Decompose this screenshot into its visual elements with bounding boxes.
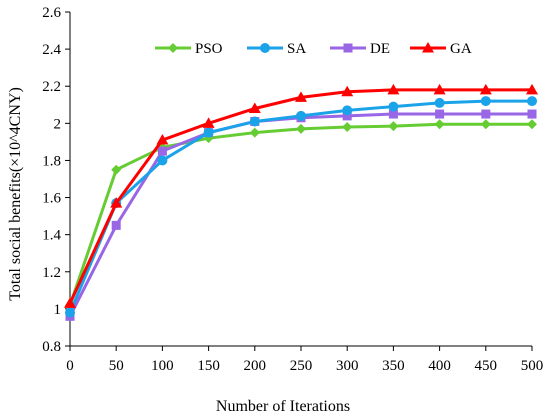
y-tick-label: 1 <box>54 302 62 318</box>
x-tick-label: 250 <box>290 358 313 374</box>
series-pso <box>65 119 537 311</box>
x-tick-label: 350 <box>382 358 405 374</box>
data-point-ga <box>479 83 492 95</box>
data-point-de <box>388 109 398 119</box>
data-point-pso <box>249 127 260 138</box>
y-axis-title: Total social benefits(×10^4CNY) <box>7 87 24 301</box>
legend: PSO SA DE GA <box>155 41 472 57</box>
data-point-ga <box>295 91 307 102</box>
x-tick-label: 300 <box>336 358 359 374</box>
data-point-pso <box>111 164 122 175</box>
data-point-sa <box>296 110 306 121</box>
legend-item-pso: PSO <box>155 41 223 57</box>
data-point-ga <box>526 83 538 95</box>
data-point-de <box>435 109 445 119</box>
legend-item-de: DE <box>330 41 390 57</box>
data-point-ga <box>156 134 169 145</box>
y-tick-label: 2.4 <box>42 42 61 58</box>
data-point-sa <box>249 116 260 127</box>
data-point-de <box>342 111 352 121</box>
data-point-sa <box>480 96 491 107</box>
series-ga <box>64 83 538 308</box>
legend-marker-de <box>343 43 353 53</box>
data-point-pso <box>296 123 306 134</box>
data-point-pso <box>527 119 537 130</box>
x-tick-label: 200 <box>244 358 267 374</box>
legend-label-ga: GA <box>450 41 472 57</box>
data-point-pso <box>388 121 399 132</box>
x-tick-label: 500 <box>521 358 544 374</box>
data-point-ga <box>341 85 354 97</box>
legend-label-sa: SA <box>287 41 306 57</box>
data-point-pso <box>434 119 445 130</box>
y-tick-label: 0.8 <box>42 339 61 355</box>
x-tick-label: 150 <box>197 358 220 374</box>
data-point-sa <box>65 307 75 318</box>
legend-item-ga: GA <box>410 41 472 57</box>
data-point-ga <box>110 197 123 208</box>
legend-label-de: DE <box>370 41 390 57</box>
data-point-sa <box>157 155 168 166</box>
legend-marker-ga <box>422 42 434 53</box>
data-point-de <box>111 220 121 230</box>
y-tick-label: 1.4 <box>42 228 61 244</box>
x-tick-label: 400 <box>428 358 451 374</box>
series-line-pso <box>68 122 532 306</box>
y-tick-label: 1.2 <box>42 265 61 281</box>
x-tick-label: 450 <box>475 358 498 374</box>
data-point-de <box>157 146 167 156</box>
axes: 0.8 1 1.2 1.4 1.6 1.8 2 2.2 2.4 2.6 0 50 100 150 200 25… <box>42 5 543 374</box>
x-axis-title: Number of Iterations <box>216 398 350 415</box>
data-point-de <box>527 109 537 119</box>
data-point-ga <box>433 83 446 95</box>
data-point-sa <box>527 96 537 107</box>
x-tick-label: 50 <box>109 358 124 374</box>
data-point-ga <box>202 117 215 128</box>
data-point-ga <box>387 83 400 95</box>
series-de <box>65 109 537 321</box>
data-point-pso <box>342 122 353 133</box>
data-point-sa <box>203 127 214 138</box>
data-point-sa <box>434 97 445 108</box>
series-line-de <box>68 112 532 317</box>
data-point-pso <box>480 119 491 130</box>
y-tick-label: 2.6 <box>42 5 61 21</box>
y-tick-label: 2.2 <box>42 79 61 95</box>
data-point-ga <box>64 297 76 308</box>
legend-item-sa: SA <box>247 41 306 57</box>
data-point-sa <box>342 105 353 116</box>
data-point-ga <box>248 102 261 113</box>
series-group <box>64 83 538 321</box>
x-tick-label: 100 <box>151 358 174 374</box>
y-tick-label: 1.6 <box>42 191 61 207</box>
legend-marker-pso <box>168 43 178 53</box>
y-tick-label: 1.8 <box>42 153 61 169</box>
data-point-sa <box>388 101 399 112</box>
data-point-de <box>481 109 491 119</box>
legend-marker-sa <box>260 43 270 53</box>
y-tick-label: 2 <box>54 116 62 132</box>
legend-label-pso: PSO <box>195 41 223 57</box>
x-tick-label: 0 <box>66 358 74 374</box>
